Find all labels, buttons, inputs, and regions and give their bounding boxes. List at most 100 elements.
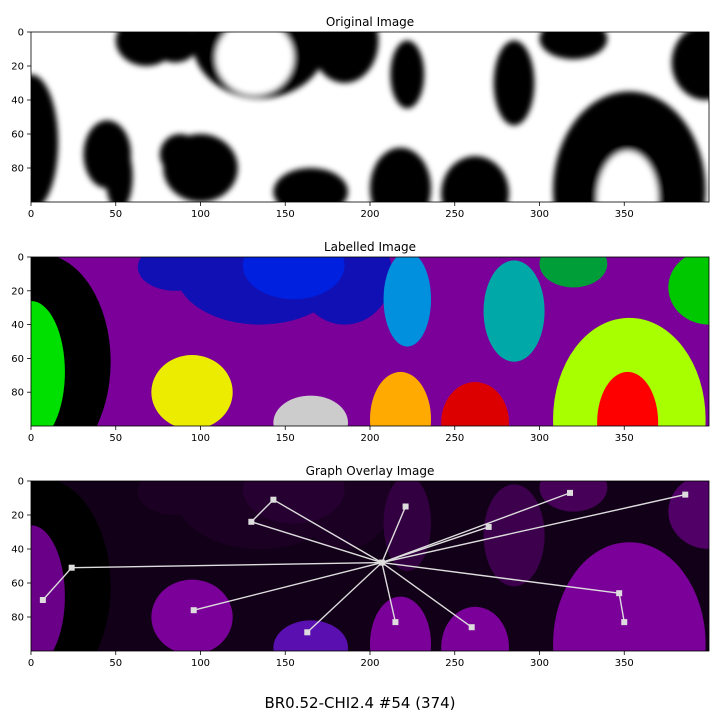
image-area bbox=[31, 257, 709, 426]
x-tick-label: 50 bbox=[109, 209, 122, 220]
graph-node-12 bbox=[468, 624, 475, 631]
graph-edge-1 bbox=[250, 499, 274, 523]
x-tick-label: 200 bbox=[360, 209, 379, 220]
region-14 bbox=[273, 168, 348, 202]
region-5 bbox=[242, 481, 345, 524]
region-13 bbox=[159, 134, 201, 175]
graph-edge-2 bbox=[251, 521, 383, 564]
graph-edge-8 bbox=[42, 567, 73, 601]
region-8 bbox=[539, 481, 608, 512]
x-tick-label: 300 bbox=[530, 433, 549, 444]
y-tick-label: 40 bbox=[11, 545, 24, 556]
region-5 bbox=[310, 32, 379, 83]
x-tick-label: 200 bbox=[360, 658, 379, 669]
region-17 bbox=[553, 91, 706, 202]
region-14 bbox=[553, 317, 706, 426]
y-tick-label: 0 bbox=[18, 253, 24, 264]
graph-node-5 bbox=[567, 489, 574, 496]
region-15 bbox=[370, 147, 432, 202]
region-5 bbox=[242, 257, 345, 300]
y-tick-label: 0 bbox=[18, 477, 24, 488]
region-10 bbox=[151, 579, 233, 651]
y-tick-label: 60 bbox=[11, 354, 24, 365]
graph-node-13 bbox=[616, 590, 623, 597]
region-14 bbox=[553, 542, 706, 651]
region-7 bbox=[483, 260, 545, 362]
region-6 bbox=[215, 32, 294, 95]
graph-edge-7 bbox=[71, 561, 382, 569]
region-10 bbox=[151, 355, 233, 426]
x-tick-label: 250 bbox=[445, 209, 464, 220]
graph-node-3 bbox=[402, 503, 409, 510]
graph-node-2 bbox=[248, 518, 255, 525]
y-tick-label: 60 bbox=[11, 130, 24, 141]
region-11 bbox=[273, 620, 348, 651]
region-15 bbox=[597, 371, 659, 426]
panel-title: Original Image bbox=[326, 15, 414, 29]
graph-edge-12 bbox=[381, 562, 473, 628]
graph-node-11 bbox=[392, 619, 399, 626]
y-tick-label: 0 bbox=[18, 28, 24, 39]
graph-node-6 bbox=[682, 491, 689, 498]
x-tick-label: 0 bbox=[28, 209, 34, 220]
y-tick-label: 80 bbox=[11, 388, 24, 399]
region-8 bbox=[539, 257, 608, 288]
x-tick-label: 250 bbox=[445, 658, 464, 669]
region-1 bbox=[31, 525, 65, 651]
graph-edge-11 bbox=[381, 562, 397, 623]
y-tick-label: 60 bbox=[11, 579, 24, 590]
x-tick-label: 50 bbox=[109, 433, 122, 444]
region-9 bbox=[668, 257, 709, 325]
region-12 bbox=[370, 596, 432, 651]
x-tick-label: 300 bbox=[530, 209, 549, 220]
y-tick-label: 20 bbox=[11, 62, 24, 73]
region-16 bbox=[441, 156, 509, 202]
region-0 bbox=[31, 74, 59, 202]
graph-edge-0 bbox=[273, 499, 383, 564]
panel-title: Labelled Image bbox=[324, 240, 416, 254]
x-tick-label: 100 bbox=[191, 209, 210, 220]
region-4 bbox=[137, 481, 213, 515]
x-tick-label: 0 bbox=[28, 658, 34, 669]
x-tick-label: 250 bbox=[445, 433, 464, 444]
figure-suptitle: BR0.52-CHI2.4 #54 (374) bbox=[264, 694, 456, 712]
x-tick-label: 350 bbox=[615, 433, 634, 444]
region-7 bbox=[483, 484, 545, 587]
graph-node-14 bbox=[621, 619, 628, 626]
graph-node-8 bbox=[39, 597, 46, 603]
y-tick-label: 40 bbox=[11, 320, 24, 331]
graph-node-1 bbox=[270, 496, 277, 503]
region-9 bbox=[668, 481, 709, 549]
image-area bbox=[31, 32, 709, 202]
region-11 bbox=[83, 120, 132, 189]
region-13 bbox=[441, 606, 509, 651]
y-tick-label: 80 bbox=[11, 164, 24, 175]
y-tick-label: 40 bbox=[11, 96, 24, 107]
x-tick-label: 150 bbox=[276, 433, 295, 444]
region-8 bbox=[493, 40, 535, 126]
region-18 bbox=[597, 151, 659, 202]
graph-node-9 bbox=[190, 607, 197, 614]
graph-node-10 bbox=[304, 629, 311, 636]
x-tick-label: 0 bbox=[28, 433, 34, 444]
x-tick-label: 200 bbox=[360, 433, 379, 444]
region-12 bbox=[370, 371, 432, 426]
graph-edge-3 bbox=[381, 506, 407, 563]
region-15 bbox=[597, 596, 659, 651]
graph-edge-14 bbox=[618, 593, 625, 623]
y-tick-label: 20 bbox=[11, 286, 24, 297]
graph-node-7 bbox=[68, 564, 75, 571]
x-tick-label: 100 bbox=[191, 433, 210, 444]
x-tick-label: 150 bbox=[276, 658, 295, 669]
graph-edge-13 bbox=[381, 561, 620, 594]
panel-2: Labelled Image 0 50 100 150 200 250 300 350 0 20 40… bbox=[11, 240, 710, 444]
region-13 bbox=[441, 382, 509, 426]
panel-1: Original Image 0 50 100 150 200 250 300 350 0 20 40… bbox=[11, 15, 710, 220]
panel-title: Graph Overlay Image bbox=[306, 464, 435, 478]
region-10 bbox=[671, 32, 709, 100]
graph-edge-6 bbox=[381, 493, 686, 564]
graph-node-4 bbox=[485, 523, 492, 530]
x-tick-label: 350 bbox=[615, 209, 634, 220]
